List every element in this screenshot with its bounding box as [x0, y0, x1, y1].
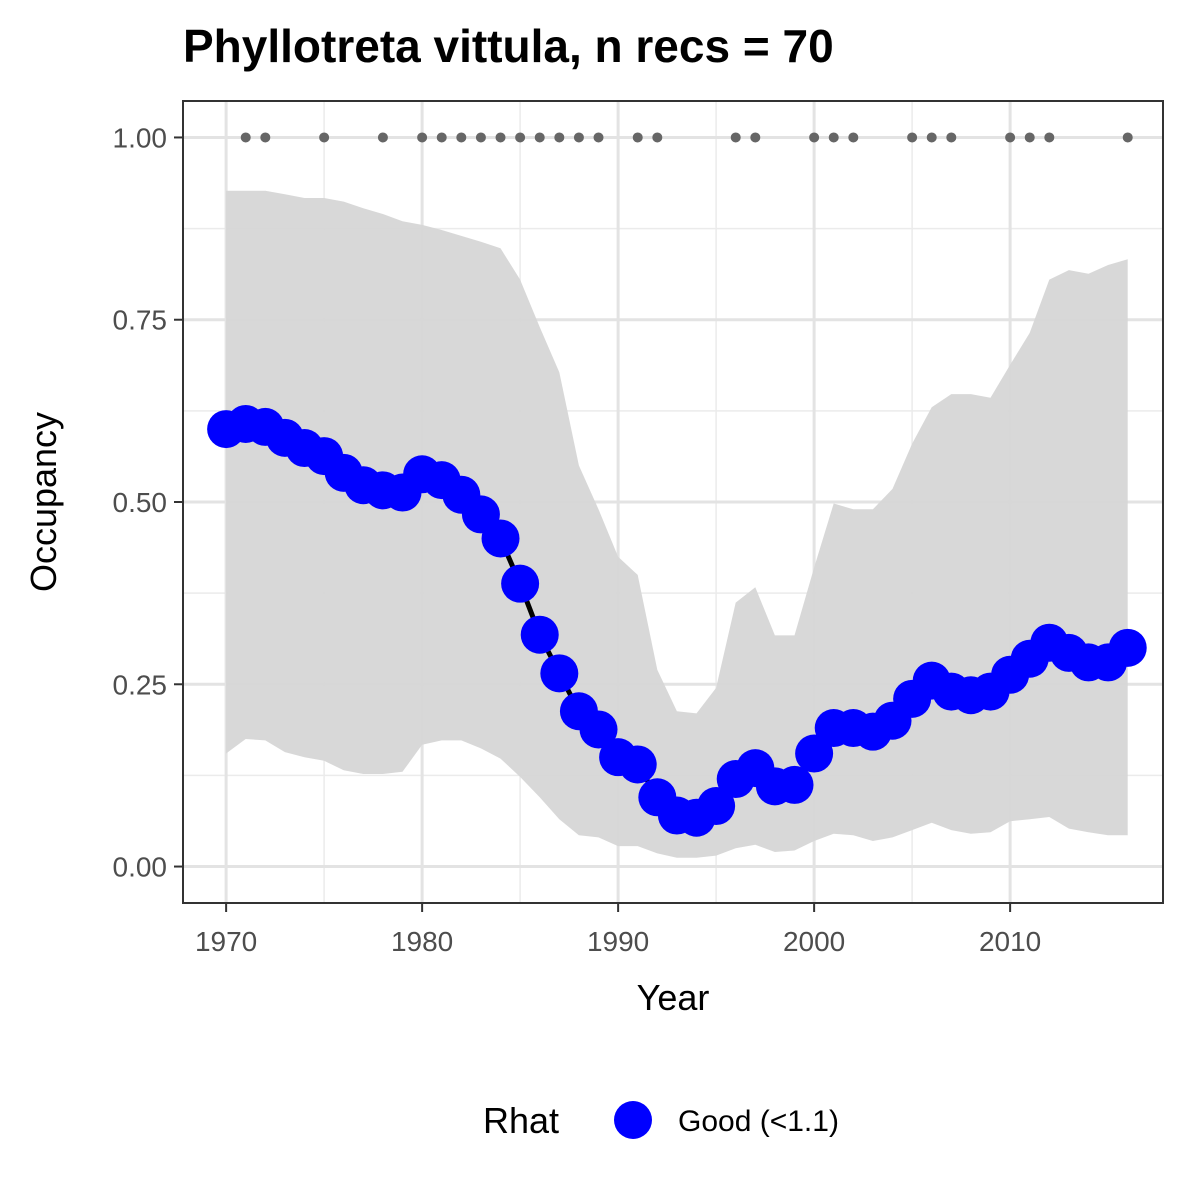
record-point [260, 132, 271, 143]
record-point [1044, 132, 1055, 143]
record-point [652, 132, 663, 143]
occupancy-point [540, 654, 579, 693]
y-axis-title: Occupancy [23, 412, 64, 592]
legend: Rhat Good (<1.1) [483, 1100, 839, 1141]
y-tick-label: 0.00 [113, 852, 168, 883]
occupancy-point [579, 710, 618, 749]
y-tick-label: 0.75 [113, 305, 168, 336]
x-tick-label: 2000 [783, 926, 845, 957]
record-point [456, 132, 467, 143]
record-point [319, 132, 330, 143]
y-tick-label: 0.25 [113, 669, 168, 700]
record-point [946, 132, 957, 143]
occupancy-point [501, 564, 540, 603]
record-point [1005, 132, 1016, 143]
record-point [475, 132, 486, 143]
record-point [848, 132, 859, 143]
record-point [573, 132, 584, 143]
x-axis-title: Year [637, 977, 710, 1018]
record-point [926, 132, 937, 143]
record-point [436, 132, 447, 143]
chart-title: Phyllotreta vittula, n recs = 70 [183, 20, 834, 72]
plot-panel [182, 100, 1164, 904]
record-point [1122, 132, 1133, 143]
record-point [417, 132, 428, 143]
occupancy-point [1108, 628, 1147, 667]
occupancy-point [618, 745, 657, 784]
x-tick-label: 1980 [391, 926, 453, 957]
y-tick-label: 1.00 [113, 122, 168, 153]
record-point [495, 132, 506, 143]
record-point [1024, 132, 1035, 143]
x-tick-label: 1990 [587, 926, 649, 957]
y-tick-label: 0.50 [113, 487, 168, 518]
record-point [515, 132, 526, 143]
record-point [593, 132, 604, 143]
record-point [828, 132, 839, 143]
record-point [377, 132, 388, 143]
record-point [534, 132, 545, 143]
y-axis: 0.00 0.25 0.50 0.75 1.00 [113, 122, 183, 883]
record-point [730, 132, 741, 143]
record-points [240, 132, 1133, 143]
occupancy-point [481, 519, 520, 558]
x-tick-label: 1970 [195, 926, 257, 957]
x-axis: 1970 1980 1990 2000 2010 [195, 903, 1041, 957]
record-point [750, 132, 761, 143]
x-tick-label: 2010 [979, 926, 1041, 957]
occupancy-point [697, 787, 736, 826]
legend-label-good: Good (<1.1) [678, 1105, 839, 1138]
record-point [240, 132, 251, 143]
occupancy-point [775, 765, 814, 804]
record-point [809, 132, 820, 143]
occupancy-point [520, 615, 559, 654]
record-point [907, 132, 918, 143]
record-point [554, 132, 565, 143]
record-point [632, 132, 643, 143]
legend-key-good [614, 1101, 652, 1139]
occupancy-points [207, 404, 1147, 837]
legend-title: Rhat [483, 1100, 559, 1141]
